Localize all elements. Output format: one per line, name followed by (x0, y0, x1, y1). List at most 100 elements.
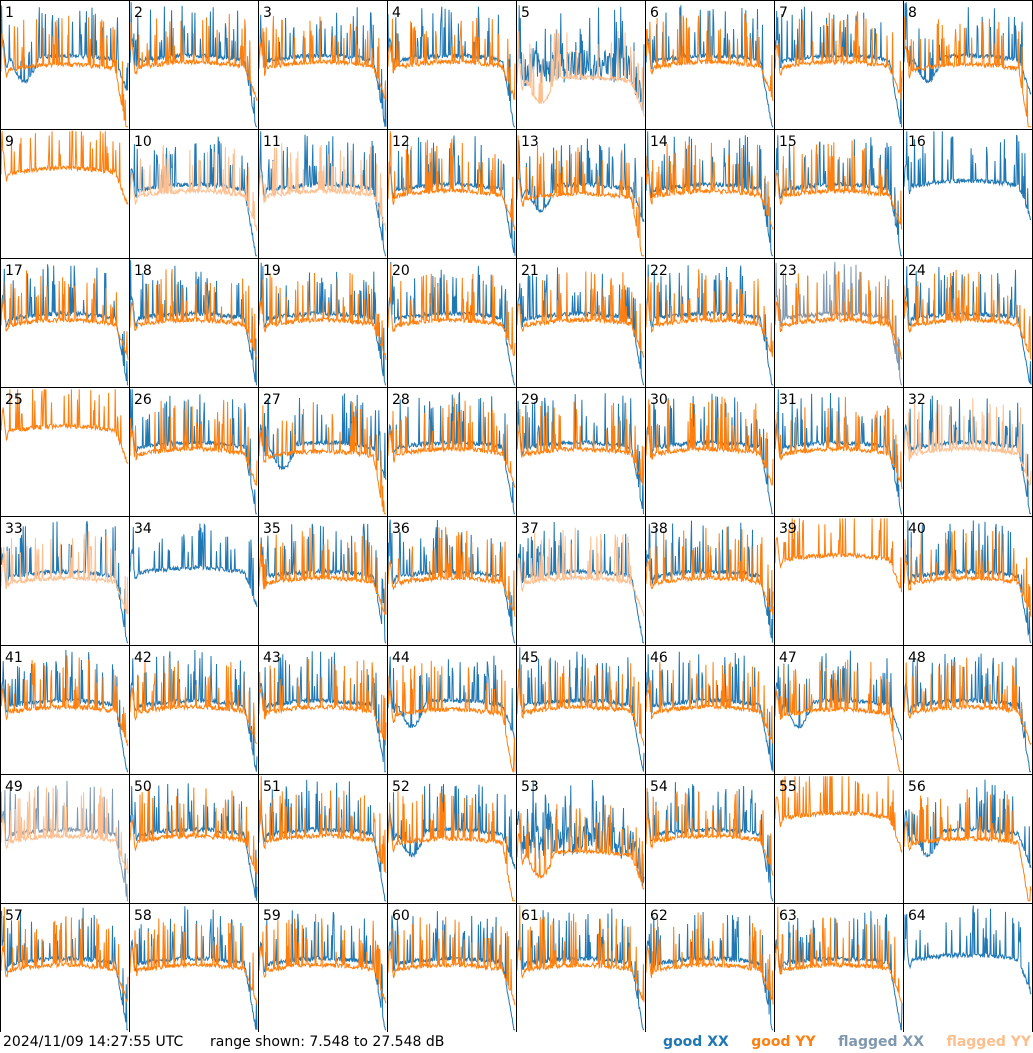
panel-43: 43 (258, 645, 388, 775)
series-yy (775, 659, 902, 773)
series-yy (646, 660, 774, 744)
series-yy (1, 389, 129, 465)
panel-24: 24 (903, 258, 1033, 388)
panel-label: 22 (650, 263, 668, 279)
panel-17: 17 (0, 258, 130, 388)
panel-45: 45 (516, 645, 646, 775)
series-yy (775, 906, 903, 1004)
panel-label: 9 (5, 134, 14, 150)
series-xx (388, 655, 516, 740)
series-yy (259, 272, 387, 361)
panel-26: 26 (129, 387, 259, 517)
series-xx (904, 131, 1031, 221)
panel-label: 12 (392, 134, 410, 150)
series-yy (130, 657, 258, 744)
panel-label: 61 (521, 908, 539, 924)
series-yy (646, 912, 774, 1005)
panel-30: 30 (645, 387, 775, 517)
series-yy (775, 518, 903, 593)
panel-7: 7 (774, 0, 904, 130)
series-xx (904, 395, 1031, 515)
panel-frame (903, 129, 1033, 259)
panel-label: 60 (392, 908, 410, 924)
panel-50: 50 (129, 774, 259, 904)
series-yy (1, 907, 129, 1004)
series-yy (904, 398, 1032, 486)
series-yy (904, 530, 1032, 617)
panel-frame (129, 516, 259, 646)
series-yy (259, 402, 386, 515)
panel-label: 57 (5, 908, 23, 924)
panel-10: 10 (129, 129, 259, 259)
panel-4: 4 (387, 0, 517, 130)
panel-37: 37 (516, 516, 646, 646)
series-yy (775, 11, 903, 101)
panel-53: 53 (516, 774, 646, 904)
panel-62: 62 (645, 903, 775, 1032)
panel-frame (774, 903, 904, 1032)
panel-frame (0, 0, 130, 130)
panel-14: 14 (645, 129, 775, 259)
panel-label: 27 (263, 392, 281, 408)
series-yy (646, 396, 774, 486)
panel-54: 54 (645, 774, 775, 904)
series-yy (388, 660, 516, 773)
series-yy (517, 135, 644, 257)
panel-29: 29 (516, 387, 646, 517)
panel-64: 64 (903, 903, 1033, 1032)
timestamp: 2024/11/09 14:27:55 UTC (3, 1034, 184, 1050)
panel-label: 31 (779, 392, 797, 408)
panel-33: 33 (0, 516, 130, 646)
series-xx (1, 521, 128, 644)
panel-9: 9 (0, 129, 130, 259)
panel-46: 46 (645, 645, 775, 775)
series-yy (775, 271, 903, 361)
panel-51: 51 (258, 774, 388, 904)
legend-flagged-yy: flagged YY (946, 1034, 1031, 1050)
series-yy (646, 788, 774, 876)
panel-label: 50 (134, 779, 152, 795)
series-yy (259, 776, 387, 874)
panel-label: 20 (392, 263, 410, 279)
panel-label: 15 (779, 134, 797, 150)
panel-21: 21 (516, 258, 646, 388)
range-text: range shown: 7.548 to 27.548 dB (210, 1034, 445, 1050)
series-xx (130, 260, 257, 386)
panel-34: 34 (129, 516, 259, 646)
panel-label: 39 (779, 521, 797, 537)
panel-label: 11 (263, 134, 281, 150)
panel-12: 12 (387, 129, 517, 259)
legend-flagged-xx: flagged XX (838, 1034, 924, 1050)
panel-label: 18 (134, 263, 152, 279)
panel-15: 15 (774, 129, 904, 259)
panel-52: 52 (387, 774, 517, 904)
panel-11: 11 (258, 129, 388, 259)
panel-label: 34 (134, 521, 152, 537)
panel-label: 38 (650, 521, 668, 537)
series-xx (904, 905, 1032, 995)
series-xx (517, 138, 645, 223)
series-yy (904, 657, 1032, 746)
series-yy (388, 131, 516, 231)
series-xx (130, 649, 258, 772)
panel-frame (903, 903, 1033, 1032)
panel-25: 25 (0, 387, 130, 517)
series-yy (388, 916, 516, 1006)
panel-label: 7 (779, 5, 788, 21)
panel-22: 22 (645, 258, 775, 388)
panel-16: 16 (903, 129, 1033, 259)
series-yy (130, 399, 258, 486)
series-yy (130, 13, 258, 102)
panel-41: 41 (0, 645, 130, 775)
panel-23: 23 (774, 258, 904, 388)
series-yy (1, 531, 129, 615)
panel-label: 59 (263, 908, 281, 924)
panel-6: 6 (645, 0, 775, 130)
series-yy (517, 905, 645, 1003)
series-yy (259, 659, 387, 746)
series-xx (388, 911, 515, 1031)
series-yy (775, 396, 903, 489)
panel-13: 13 (516, 129, 646, 259)
panel-label: 5 (521, 5, 530, 21)
